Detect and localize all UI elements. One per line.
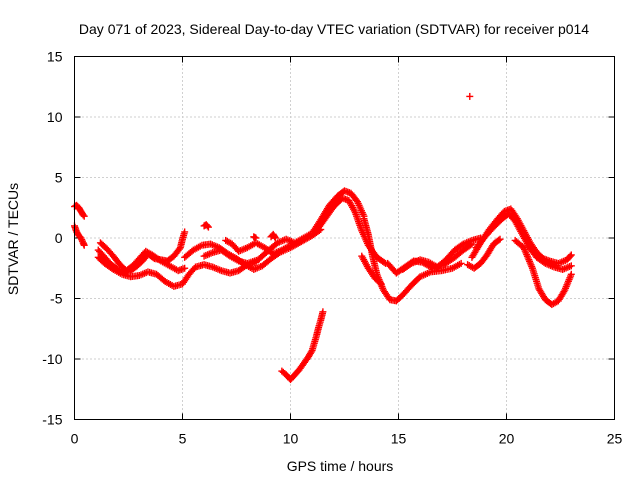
data-point-rise-20: [567, 251, 575, 259]
data-point-outlier: [466, 92, 474, 100]
data-point-descent-low: [457, 259, 465, 267]
data-point-descent-side: [376, 279, 384, 287]
data-point-rise-20-b: [567, 262, 575, 270]
data-point-start-lower: [78, 236, 86, 244]
data-point-lower-branch: [307, 348, 315, 356]
data-points: [71, 92, 575, 384]
x-tick-label: 0: [71, 431, 79, 447]
data-point-dot-6: [204, 223, 212, 231]
y-tick-label: 0: [55, 230, 63, 246]
chart-title: Day 071 of 2023, Sidereal Day-to-day VTE…: [79, 21, 589, 37]
data-point-start-lower: [77, 234, 85, 242]
y-tick-label: -15: [42, 412, 62, 428]
y-axis-label: SDTVAR / TECUs: [5, 183, 21, 295]
y-tick-label: -5: [50, 291, 63, 307]
data-point-dip-19: [496, 235, 504, 243]
y-tick-label: -10: [42, 351, 62, 367]
x-axis-label: GPS time / hours: [287, 458, 394, 474]
data-point-descent-side: [377, 280, 385, 288]
data-point-dot-9: [271, 234, 279, 242]
x-tick-label: 5: [179, 431, 187, 447]
x-tick-label: 20: [499, 431, 515, 447]
data-point-dot-8: [252, 234, 260, 242]
data-point-dip-22: [567, 270, 575, 278]
data-point-track-f: [287, 241, 294, 249]
axis-ticks: 0 5 10 15 20 25 15 10 5 0 -5 -10 -15: [42, 49, 622, 447]
data-point-rise-20: [566, 252, 574, 260]
plot-frame: [74, 56, 615, 420]
grid: [74, 56, 615, 420]
x-tick-label: 10: [283, 431, 299, 447]
x-tick-label: 15: [391, 431, 407, 447]
data-point-dip-19: [495, 236, 503, 244]
x-tick-label: 25: [607, 431, 623, 447]
data-point-track-a: [175, 245, 183, 253]
data-point-lower-branch: [319, 308, 327, 316]
data-point-peak-mid: [380, 258, 388, 266]
data-point-track-a: [181, 228, 189, 236]
y-tick-label: 5: [55, 170, 63, 186]
data-point-start-lower: [80, 241, 88, 249]
y-tick-label: 10: [47, 109, 63, 125]
data-point-start-upper: [80, 212, 88, 220]
y-tick-label: 15: [47, 49, 63, 65]
data-point-dot-6: [203, 222, 211, 230]
data-point-dot-9: [271, 233, 279, 241]
data-point-track-c: [181, 264, 189, 272]
data-point-start-upper: [79, 211, 87, 219]
